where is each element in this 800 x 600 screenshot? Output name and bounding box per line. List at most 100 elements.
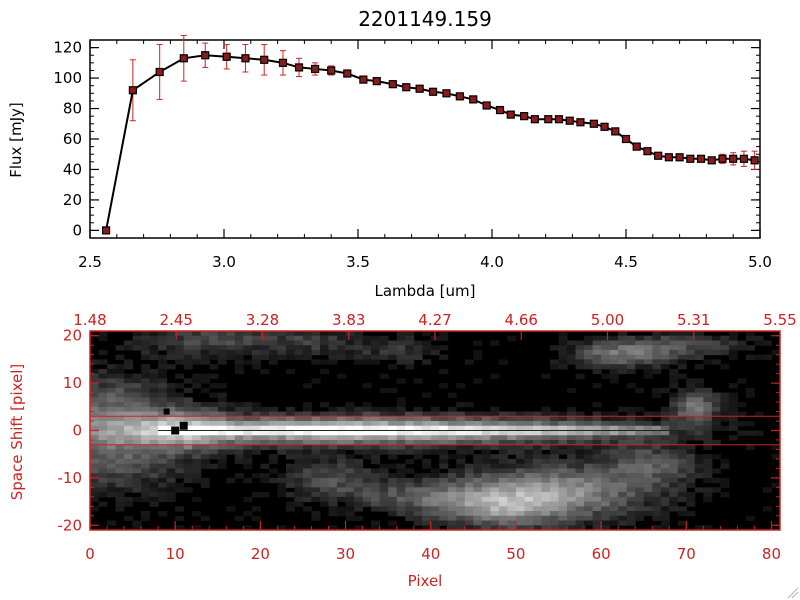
heatmap-cell xyxy=(481,444,491,450)
heatmap-cell xyxy=(337,482,347,488)
heatmap-cell xyxy=(405,492,415,498)
heatmap-cell xyxy=(277,449,287,455)
heatmap-cell xyxy=(592,463,602,469)
data-point xyxy=(544,115,553,124)
heatmap-cell xyxy=(200,359,210,365)
heatmap-cell xyxy=(388,345,398,351)
heatmap-cell xyxy=(550,364,560,370)
heatmap-cell xyxy=(473,444,483,450)
heatmap-cell xyxy=(234,416,244,422)
heatmap-cell xyxy=(635,335,645,341)
heatmap-cell xyxy=(260,416,270,422)
heatmap-cell xyxy=(464,511,474,517)
heatmap-cell xyxy=(524,449,534,455)
heatmap-cell xyxy=(175,340,185,346)
heatmap-cell xyxy=(558,421,568,427)
heatmap-cell xyxy=(260,340,270,346)
heatmap-cell xyxy=(149,331,159,337)
heatmap-cell xyxy=(149,373,159,379)
heatmap-cell xyxy=(132,477,142,484)
heatmap-cell xyxy=(737,430,747,436)
heatmap-cell xyxy=(115,477,125,484)
heatmap-cell xyxy=(166,421,176,427)
heatmap-cell xyxy=(532,492,542,498)
heatmap-cell xyxy=(107,373,117,379)
heatmap-cell xyxy=(209,349,219,356)
heatmap-cell xyxy=(405,506,415,512)
heatmap-cell xyxy=(98,392,108,398)
heatmap-cell xyxy=(507,482,517,488)
heatmap-cell xyxy=(422,340,432,346)
heatmap-cell xyxy=(686,435,696,441)
heatmap-cell xyxy=(302,345,312,351)
heatmap-cell xyxy=(567,473,577,479)
heatmap-cell xyxy=(107,397,117,403)
heatmap-cell xyxy=(694,421,704,427)
heatmap-cell xyxy=(507,525,517,531)
heatmap-cell xyxy=(592,416,602,422)
heatmap-cell xyxy=(439,425,449,431)
heatmap-cell xyxy=(132,496,142,503)
heatmap-cell xyxy=(345,335,355,341)
data-point xyxy=(482,101,491,110)
heatmap-cell xyxy=(166,468,176,474)
heatmap-cell xyxy=(200,335,210,341)
heatmap-cell xyxy=(311,425,321,431)
heatmap-cell xyxy=(268,430,278,436)
heatmap-cell xyxy=(473,487,483,493)
heatmap-cell xyxy=(677,482,687,488)
heatmap-cell xyxy=(422,349,432,356)
heatmap-cell xyxy=(294,473,304,479)
heatmap-cell xyxy=(354,359,364,365)
heatmap-cell xyxy=(481,463,491,469)
heatmap-cell xyxy=(345,511,355,517)
heatmap-cell xyxy=(456,482,466,488)
heatmap-cell xyxy=(328,354,338,360)
heatmap-cell xyxy=(745,345,755,351)
heatmap-cell xyxy=(251,345,261,351)
heatmap-cell xyxy=(260,345,270,351)
heatmap-cell xyxy=(643,368,653,375)
heatmap-cell xyxy=(515,430,525,436)
heatmap-cell xyxy=(677,463,687,469)
heatmap-cell xyxy=(320,335,330,341)
heatmap-cell xyxy=(677,496,687,503)
heatmap-cell xyxy=(234,515,244,522)
heatmap-cell xyxy=(703,430,713,436)
heatmap-cell xyxy=(124,387,134,394)
heatmap-cell xyxy=(686,511,696,517)
heatmap-cell xyxy=(609,501,619,507)
heatmap-cell xyxy=(762,354,772,360)
heatmap-cell xyxy=(711,335,721,341)
heatmap-cell xyxy=(490,406,500,413)
heatmap-cell xyxy=(124,397,134,403)
heatmap-cell xyxy=(413,501,423,507)
heatmap-cell xyxy=(294,458,304,465)
heatmap-cell xyxy=(686,345,696,351)
heatmap-cell xyxy=(686,411,696,417)
heatmap-cell xyxy=(422,411,432,417)
heatmap-cell xyxy=(686,421,696,427)
resize-grip-icon[interactable] xyxy=(787,587,799,599)
data-point xyxy=(469,95,478,104)
heatmap-cell xyxy=(175,525,185,531)
heatmap-cell xyxy=(98,430,108,436)
heatmap-cell xyxy=(141,511,151,517)
heatmap-cell xyxy=(354,345,364,351)
heatmap-cell xyxy=(166,364,176,370)
heatmap-cell xyxy=(532,458,542,465)
heatmap-cell xyxy=(550,435,560,441)
heatmap-cell xyxy=(660,387,670,394)
data-point xyxy=(343,69,352,78)
heatmap-cell xyxy=(328,435,338,441)
heatmap-cell xyxy=(464,487,474,493)
heatmap-cell xyxy=(456,487,466,493)
heatmap-cell xyxy=(660,506,670,512)
heatmap-cell xyxy=(302,477,312,484)
heatmap-cell xyxy=(149,340,159,346)
heatmap-cell xyxy=(567,444,577,450)
heatmap-cell xyxy=(762,506,772,512)
heatmap-cell xyxy=(567,482,577,488)
heatmap-cell xyxy=(558,482,568,488)
heatmap-cell xyxy=(396,359,406,365)
